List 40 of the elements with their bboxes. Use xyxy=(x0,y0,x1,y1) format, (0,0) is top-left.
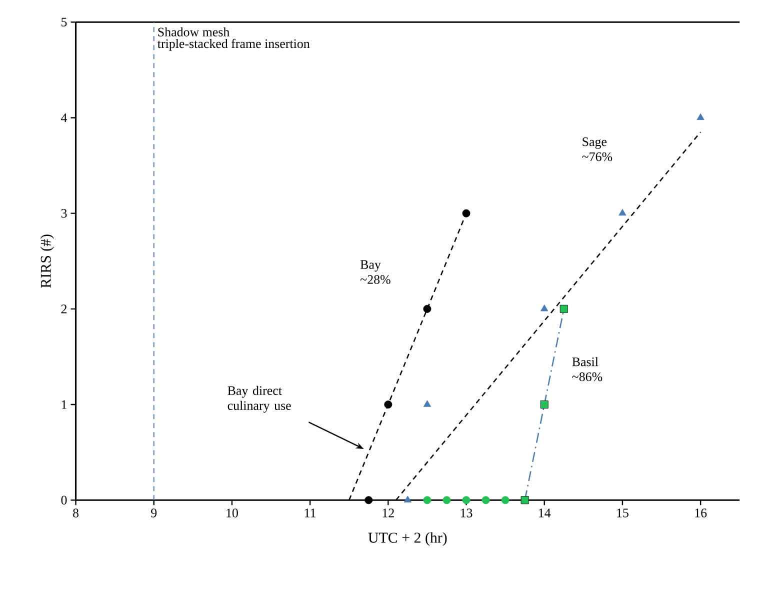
x-tick-label: 16 xyxy=(695,508,707,518)
point xyxy=(482,496,490,504)
x-tick-label: 9 xyxy=(151,508,157,518)
y-tick-label: 0 xyxy=(61,496,67,504)
point xyxy=(540,304,548,312)
point xyxy=(442,496,451,504)
point xyxy=(364,496,373,504)
x-tick-label: 13 xyxy=(460,508,472,518)
point xyxy=(404,496,412,502)
point xyxy=(618,208,626,216)
annotation: Basil ~86% xyxy=(572,357,602,382)
point xyxy=(384,400,392,409)
x-tick-label: 8 xyxy=(73,508,79,518)
point xyxy=(520,496,529,504)
x-tick-label: 12 xyxy=(382,508,394,518)
annotation: Sage ~76% xyxy=(582,137,612,162)
y-tick-label: 4 xyxy=(61,113,68,122)
point xyxy=(423,496,432,504)
point xyxy=(540,400,548,409)
x-tick-label: 14 xyxy=(539,508,551,518)
annotation: Bay direct culinary use xyxy=(228,386,291,413)
point xyxy=(462,496,470,504)
ref-line-label: Shadow mesh xyxy=(158,27,230,36)
point xyxy=(423,304,432,313)
annotation: Bay ~28% xyxy=(360,260,390,284)
point xyxy=(501,496,510,504)
y-tick-label: 5 xyxy=(62,18,67,26)
y-tick-label: 2 xyxy=(61,304,67,314)
annotation: triple-stacked frame insertion xyxy=(158,38,310,51)
point xyxy=(560,304,568,313)
y-tick-label: 3 xyxy=(61,208,67,218)
point xyxy=(696,113,704,120)
y-tick-label: 1 xyxy=(62,400,66,409)
point xyxy=(462,209,470,218)
x-tick-label: 15 xyxy=(617,508,628,518)
x-tick-label: 11 xyxy=(304,508,316,518)
point xyxy=(423,400,432,407)
x-axis-title: UTC + 2 (hr) xyxy=(368,532,447,546)
x-tick-label: 10 xyxy=(226,508,238,518)
y-axis-title: RIRS (#) xyxy=(40,234,54,288)
